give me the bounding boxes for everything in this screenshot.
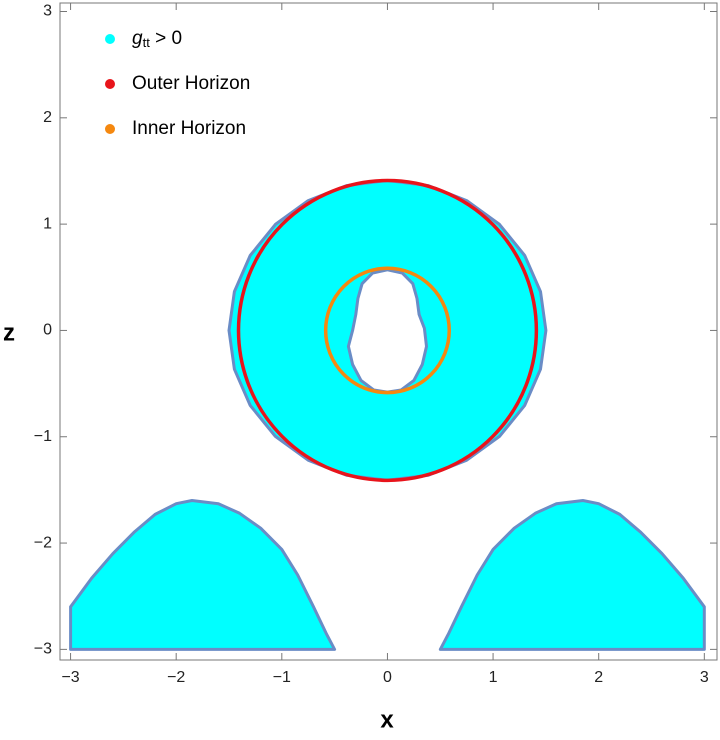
legend-suffix: > 0 [150, 28, 182, 49]
x-tick-label: 1 [489, 669, 498, 686]
horizon-circle [236, 178, 539, 483]
legend-label: Outer Horizon [132, 73, 250, 94]
x-tick-label: 3 [700, 669, 709, 686]
y-tick-label: 3 [43, 3, 52, 20]
y-tick-label: −3 [34, 641, 52, 658]
legend-label: gtt > 0 [132, 28, 182, 50]
horizon-circle [323, 266, 451, 395]
x-tick-label: −2 [167, 669, 185, 686]
x-tick-label: 2 [594, 669, 603, 686]
x-tick-label: 0 [383, 669, 392, 686]
region [69, 499, 337, 651]
y-tick-label: 0 [43, 322, 52, 339]
x-tick-label: −1 [273, 669, 291, 686]
region-hole [346, 268, 428, 394]
y-tick-label: 2 [43, 109, 52, 126]
x-axis-label: x [380, 706, 394, 733]
y-tick-label: −2 [34, 534, 52, 551]
y-axis-label: z [3, 319, 15, 346]
y-tick-label: 1 [43, 215, 52, 232]
legend-subscript: tt [143, 35, 151, 50]
legend-marker [105, 34, 115, 44]
legend-name: g [132, 28, 143, 49]
legend-marker [105, 79, 115, 89]
frame [59, 2, 718, 661]
region [438, 499, 706, 651]
y-tick-label: −1 [34, 428, 52, 445]
legend-label: Inner Horizon [132, 118, 246, 139]
legend-marker [105, 124, 115, 134]
plot-area [69, 178, 706, 651]
x-tick-label: −3 [61, 669, 79, 686]
